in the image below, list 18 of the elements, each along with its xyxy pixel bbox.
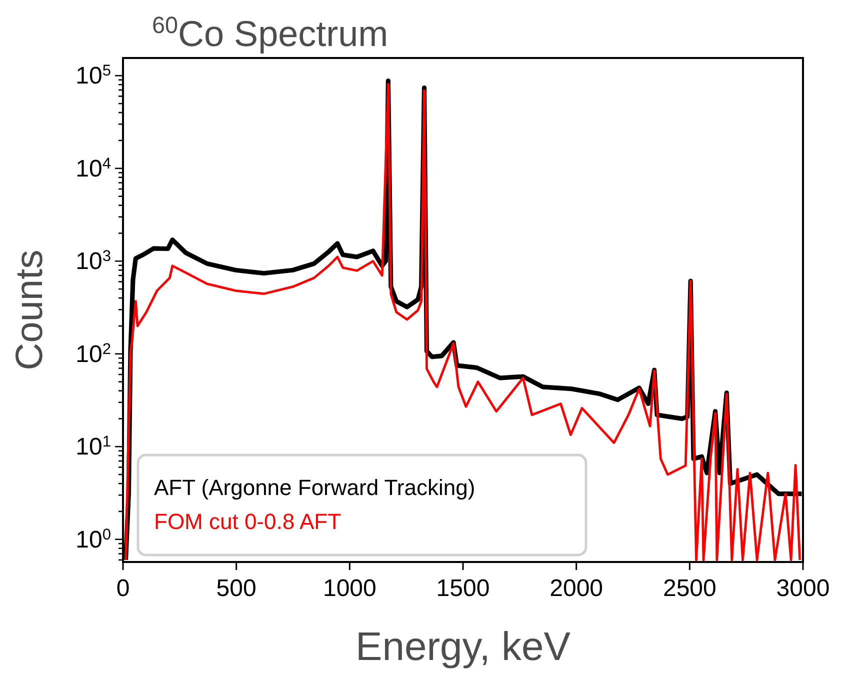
y-tick-label: 10$^{1}$ xyxy=(76,433,111,461)
y-tick-label: 10$^{3}$ xyxy=(76,248,111,276)
y-tick-label: 10$^{4}$ xyxy=(76,154,112,182)
x-tick-label: 1000 xyxy=(322,575,376,602)
chart-title: $^{60}$Co Spectrum xyxy=(152,12,388,54)
x-tick-label: 500 xyxy=(216,575,256,602)
x-tick-label: 3000 xyxy=(776,575,830,602)
y-tick-label: 10$^{2}$ xyxy=(76,340,111,368)
x-tick-label: 0 xyxy=(116,575,130,602)
y-axis-title: Counts xyxy=(9,250,51,370)
x-axis-title: Energy, keV xyxy=(356,625,571,669)
x-tick-label: 1500 xyxy=(436,575,490,602)
x-tick-label: 2000 xyxy=(550,575,604,602)
series-label: FOM cut 0-0.8 AFT xyxy=(154,509,342,534)
y-tick-label: 10$^{0}$ xyxy=(76,526,112,554)
series-label: AFT (Argonne Forward Tracking) xyxy=(154,475,476,500)
y-tick-label: 10$^{5}$ xyxy=(76,62,112,90)
x-tick-label: 2500 xyxy=(662,575,716,602)
